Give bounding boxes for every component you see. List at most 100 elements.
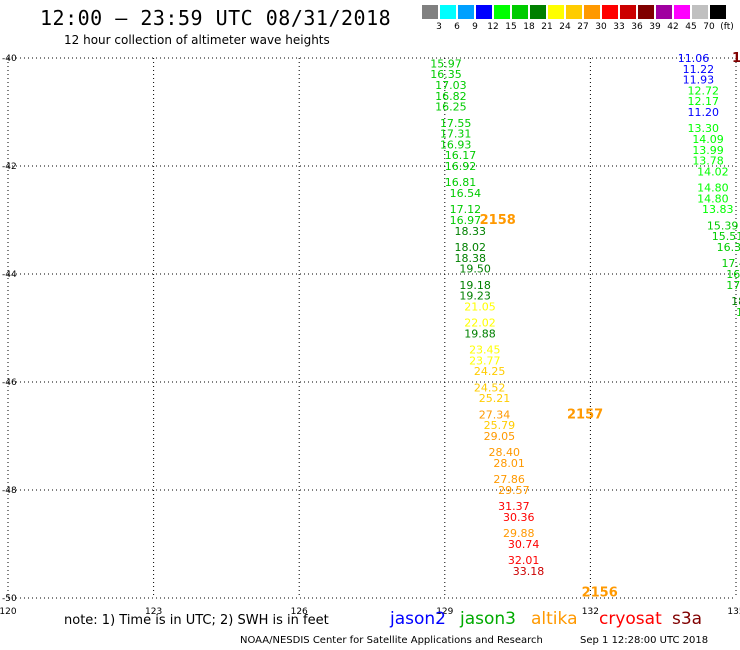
x-tick-label: 120: [0, 607, 17, 617]
y-tick-label: -48: [2, 486, 17, 496]
x-tick-label: 132: [582, 607, 599, 617]
color-swatch: [566, 5, 582, 19]
x-tick-label: 135: [727, 607, 740, 617]
wave-height-label: 17: [736, 306, 740, 319]
color-scale-label: 39: [649, 22, 661, 32]
legend-item-altika: altika: [531, 609, 578, 629]
wave-height-label: 25.79: [484, 419, 516, 432]
pass-time-label: 2156: [582, 586, 618, 601]
wave-height-label: 17.12: [450, 203, 482, 216]
legend-item-cryosat: cryosat: [599, 609, 662, 629]
wave-height-label: 27.86: [493, 473, 525, 486]
wave-height-label: 17.31: [440, 128, 472, 141]
color-swatch: [674, 5, 690, 19]
wave-height-label: 11.93: [683, 74, 715, 87]
wave-height-label: 33.18: [513, 565, 545, 578]
wave-height-label: 29.05: [484, 430, 516, 443]
color-swatch: [512, 5, 528, 19]
wave-height-label: 17.: [726, 279, 740, 292]
wave-height-label: 13.83: [702, 203, 734, 216]
wave-height-label: 18.02: [455, 241, 487, 254]
wave-height-label: 14.02: [697, 165, 729, 178]
wave-height-label: 13.78: [692, 155, 724, 168]
wave-height-label: 30.74: [508, 538, 539, 551]
wave-height-label: 19.23: [459, 290, 491, 303]
wave-height-label: 17.55: [440, 117, 472, 130]
color-swatch: [584, 5, 600, 19]
color-swatch: [638, 5, 654, 19]
wave-height-label: 29.88: [503, 527, 535, 540]
wave-height-label: 16.82: [435, 90, 467, 103]
wave-height-label: 13.30: [687, 122, 719, 135]
wave-height-label: 16.25: [435, 101, 467, 114]
wave-height-label: 18: [731, 295, 740, 308]
wave-height-label: 16.4: [726, 268, 740, 281]
y-tick-label: -46: [2, 378, 17, 388]
color-swatch: [422, 5, 438, 19]
wave-height-label: 30.36: [503, 511, 535, 524]
wave-height-label: 19.88: [464, 327, 496, 340]
color-scale-label: 27: [577, 22, 589, 32]
y-tick-label: -40: [2, 54, 17, 64]
wave-height-label: 25.21: [479, 392, 511, 405]
wave-height-label: 11.20: [687, 106, 719, 119]
color-swatch: [692, 5, 708, 19]
color-scale-label: 6: [454, 22, 460, 32]
color-swatch: [602, 5, 618, 19]
color-scale-label: 15: [505, 22, 517, 32]
color-swatch: [656, 5, 672, 19]
wave-height-label: 16.97: [450, 214, 482, 227]
y-tick-label: -50: [2, 594, 17, 604]
footer-timestamp: Sep 1 12:28:00 UTC 2018: [580, 635, 709, 646]
color-scale-label: 33: [613, 22, 625, 32]
wave-height-label: 21.05: [464, 300, 496, 313]
wave-height-label: 24.52: [474, 381, 506, 394]
color-scale-label: 18: [523, 22, 535, 32]
wave-height-label: 17.4: [721, 257, 740, 270]
color-swatch: [476, 5, 492, 19]
wave-height-label: 16.35: [430, 68, 462, 81]
color-scale-label: 9: [472, 22, 478, 32]
wave-height-label: 15.51: [712, 230, 740, 243]
color-scale-label: 12: [487, 22, 499, 32]
wave-height-label: 23.77: [469, 354, 501, 367]
color-scale-label: 42: [667, 22, 679, 32]
color-scale-label: 36: [631, 22, 643, 32]
color-scale-label: 21: [541, 22, 553, 32]
legend-item-s3a: s3a: [672, 609, 703, 629]
x-tick-label: 123: [145, 607, 162, 617]
wave-height-label: 32.01: [508, 554, 539, 567]
wave-height-label: 19.50: [459, 263, 491, 276]
footer-credit: NOAA/NESDIS Center for Satellite Applica…: [240, 635, 543, 646]
wave-height-label: 24.25: [474, 365, 506, 378]
wave-height-label: 16.17: [445, 149, 477, 162]
wave-height-label: 11.06: [678, 52, 710, 65]
y-tick-label: -44: [2, 270, 17, 280]
wave-height-label: 12.17: [687, 95, 719, 108]
wave-height-label: 13.99: [692, 144, 724, 157]
legend-item-jason2: jason2: [390, 609, 446, 629]
color-swatch: [710, 5, 726, 19]
color-scale-label: (ft): [720, 22, 734, 32]
x-tick-label: 129: [436, 607, 453, 617]
color-swatch: [458, 5, 474, 19]
pass-time-label: 1336: [732, 51, 740, 66]
wave-height-label: 12.72: [687, 84, 719, 97]
color-scale-label: 45: [685, 22, 697, 32]
wave-height-label: 16.54: [450, 187, 482, 200]
footer-note: note: 1) Time is in UTC; 2) SWH is in fe…: [64, 613, 329, 628]
wave-height-label: 22.02: [464, 317, 496, 330]
pass-time-label: 2157: [567, 407, 603, 422]
wave-height-label: 14.80: [697, 182, 729, 195]
color-scale-label: 24: [559, 22, 571, 32]
wave-height-label: 16.93: [440, 138, 472, 151]
wave-height-label: 18.33: [455, 225, 487, 238]
wave-height-label: 23.45: [469, 344, 501, 357]
wave-height-label: 15.97: [430, 57, 462, 70]
wave-height-label: 15.39: [707, 219, 739, 232]
color-swatch: [530, 5, 546, 19]
wave-height-label: 16.81: [445, 176, 477, 189]
wave-height-label: 28.40: [488, 446, 519, 459]
color-scale-label: 30: [595, 22, 607, 32]
